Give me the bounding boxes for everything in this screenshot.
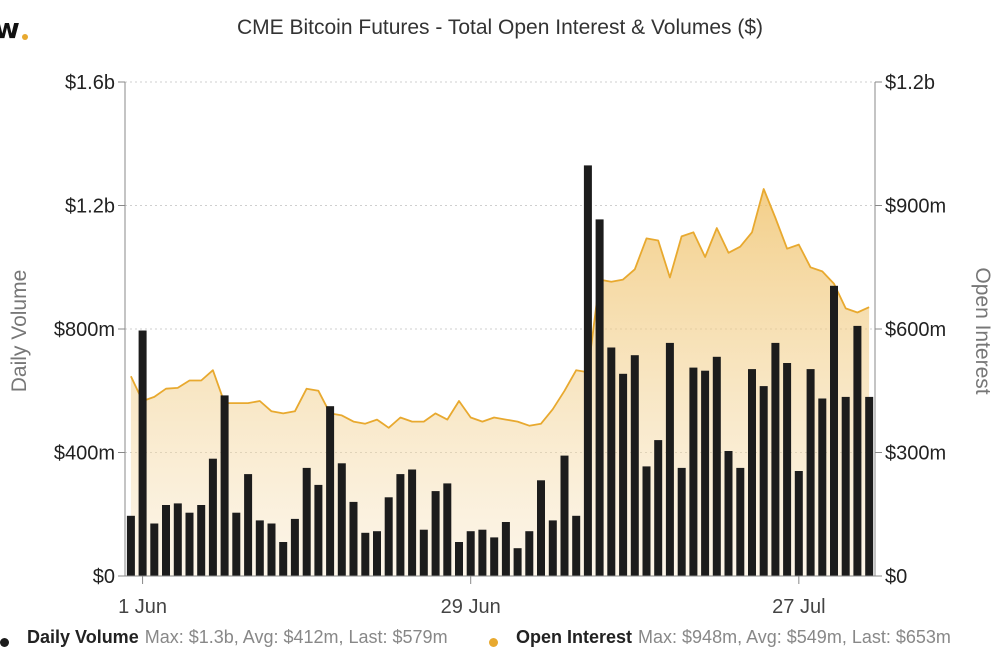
volume-bar (490, 537, 499, 576)
volume-bar (208, 458, 217, 576)
legend-oi-name: Open Interest (516, 627, 633, 647)
volume-bar (771, 342, 780, 576)
volume-bar (865, 396, 874, 576)
open-interest-area (130, 188, 870, 576)
volume-bar (630, 355, 639, 576)
left-axis-title: Daily Volume (8, 270, 31, 393)
volume-bar (701, 370, 710, 576)
volume-bar (841, 396, 850, 576)
legend-item-open-interest[interactable]: Open Interest Max: $948m, Avg: $549m, Las… (489, 627, 951, 648)
volume-bar (513, 548, 522, 576)
volume-bar (314, 484, 323, 576)
volume-bar (455, 542, 463, 576)
legend-volume-stats: Max: $1.3b, Avg: $412m, Last: $579m (144, 627, 448, 647)
volume-bar (712, 356, 721, 576)
legend-dot-icon (489, 637, 498, 647)
volume-bar (501, 522, 510, 576)
volume-bar (560, 455, 569, 576)
volume-bar (267, 523, 276, 576)
x-tick-label: 1 Jun (118, 596, 167, 618)
volume-bar (220, 395, 229, 576)
volume-bar (654, 440, 663, 576)
chart-title: CME Bitcoin Futures - Total Open Interes… (237, 16, 763, 39)
volume-bar (619, 373, 628, 576)
volume-bar (349, 501, 358, 576)
volume-bar (384, 497, 393, 576)
legend-oi-stats: Max: $948m, Avg: $549m, Last: $653m (638, 627, 951, 647)
legend-dot-icon (0, 637, 9, 647)
volume-bar (326, 406, 335, 576)
open-interest-fill (130, 189, 870, 576)
volume-bars (126, 165, 874, 576)
volume-bar (244, 474, 253, 576)
volume-bar (173, 503, 182, 576)
volume-bar (466, 531, 475, 576)
volume-bar (548, 520, 557, 576)
volume-bar (736, 467, 745, 576)
left-tick-label: $800m (54, 319, 115, 341)
volume-bar (794, 471, 803, 576)
volume-bar (583, 165, 592, 576)
volume-bar (162, 505, 170, 576)
volume-bar (255, 520, 264, 576)
volume-bar (806, 369, 815, 576)
logo-dot (22, 34, 28, 40)
volume-bar (150, 523, 159, 576)
volume-bar (185, 512, 194, 576)
volume-bar (689, 367, 698, 576)
volume-bar (665, 342, 674, 576)
volume-bar (642, 466, 651, 576)
right-axis-title: Open Interest (971, 267, 994, 394)
x-tick-label: 29 Jun (441, 596, 501, 618)
chart-canvas: $0 $0 $400m $300m $800m $600m $1.2b $900m $1.6b $… (8, 72, 994, 618)
volume-bar (525, 531, 534, 576)
volume-bar (232, 512, 241, 576)
volume-bar (138, 330, 147, 576)
axes: $0 $0 $400m $300m $800m $600m $1.2b $900m $1.6b $… (8, 72, 994, 618)
volume-bar (197, 505, 206, 576)
open-interest-line (130, 188, 870, 429)
volume-bar (830, 285, 838, 576)
right-tick-label: $300m (885, 443, 946, 465)
right-tick-label: $900m (885, 196, 946, 218)
volume-bar (302, 467, 311, 576)
volume-bar (783, 363, 792, 576)
volume-bar (607, 347, 616, 576)
volume-bar (759, 386, 768, 576)
volume-bar (419, 529, 428, 576)
right-tick-label: $0 (885, 566, 907, 588)
logo: w (0, 12, 20, 45)
volume-bar (443, 483, 452, 576)
volume-bar (853, 325, 862, 576)
volume-bar (677, 467, 686, 576)
volume-bar (279, 542, 288, 576)
volume-bar (396, 474, 405, 576)
volume-bar (361, 532, 370, 576)
volume-bar (748, 369, 756, 576)
volume-bar (337, 463, 346, 576)
volume-bar (595, 219, 604, 576)
volume-bar (431, 491, 440, 576)
left-tick-label: $400m (54, 443, 115, 465)
volume-bar (478, 529, 487, 576)
legend-volume-name: Daily Volume (27, 627, 139, 647)
legend: Daily Volume Max: $1.3b, Avg: $412m, Last… (0, 627, 1000, 655)
left-tick-label: $1.6b (65, 72, 115, 94)
x-tick-label: 27 Jul (772, 596, 825, 618)
legend-item-daily-volume[interactable]: Daily Volume Max: $1.3b, Avg: $412m, Last… (0, 627, 448, 648)
volume-bar (537, 480, 545, 576)
volume-bar (290, 518, 299, 576)
volume-bar (373, 531, 381, 576)
left-tick-label: $1.2b (65, 196, 115, 218)
left-tick-label: $0 (93, 566, 115, 588)
right-tick-label: $600m (885, 319, 946, 341)
volume-bar (724, 451, 733, 576)
volume-bar (572, 515, 581, 576)
volume-bar (126, 515, 135, 576)
right-tick-label: $1.2b (885, 72, 935, 94)
volume-bar (408, 469, 417, 576)
volume-bar (818, 398, 827, 576)
